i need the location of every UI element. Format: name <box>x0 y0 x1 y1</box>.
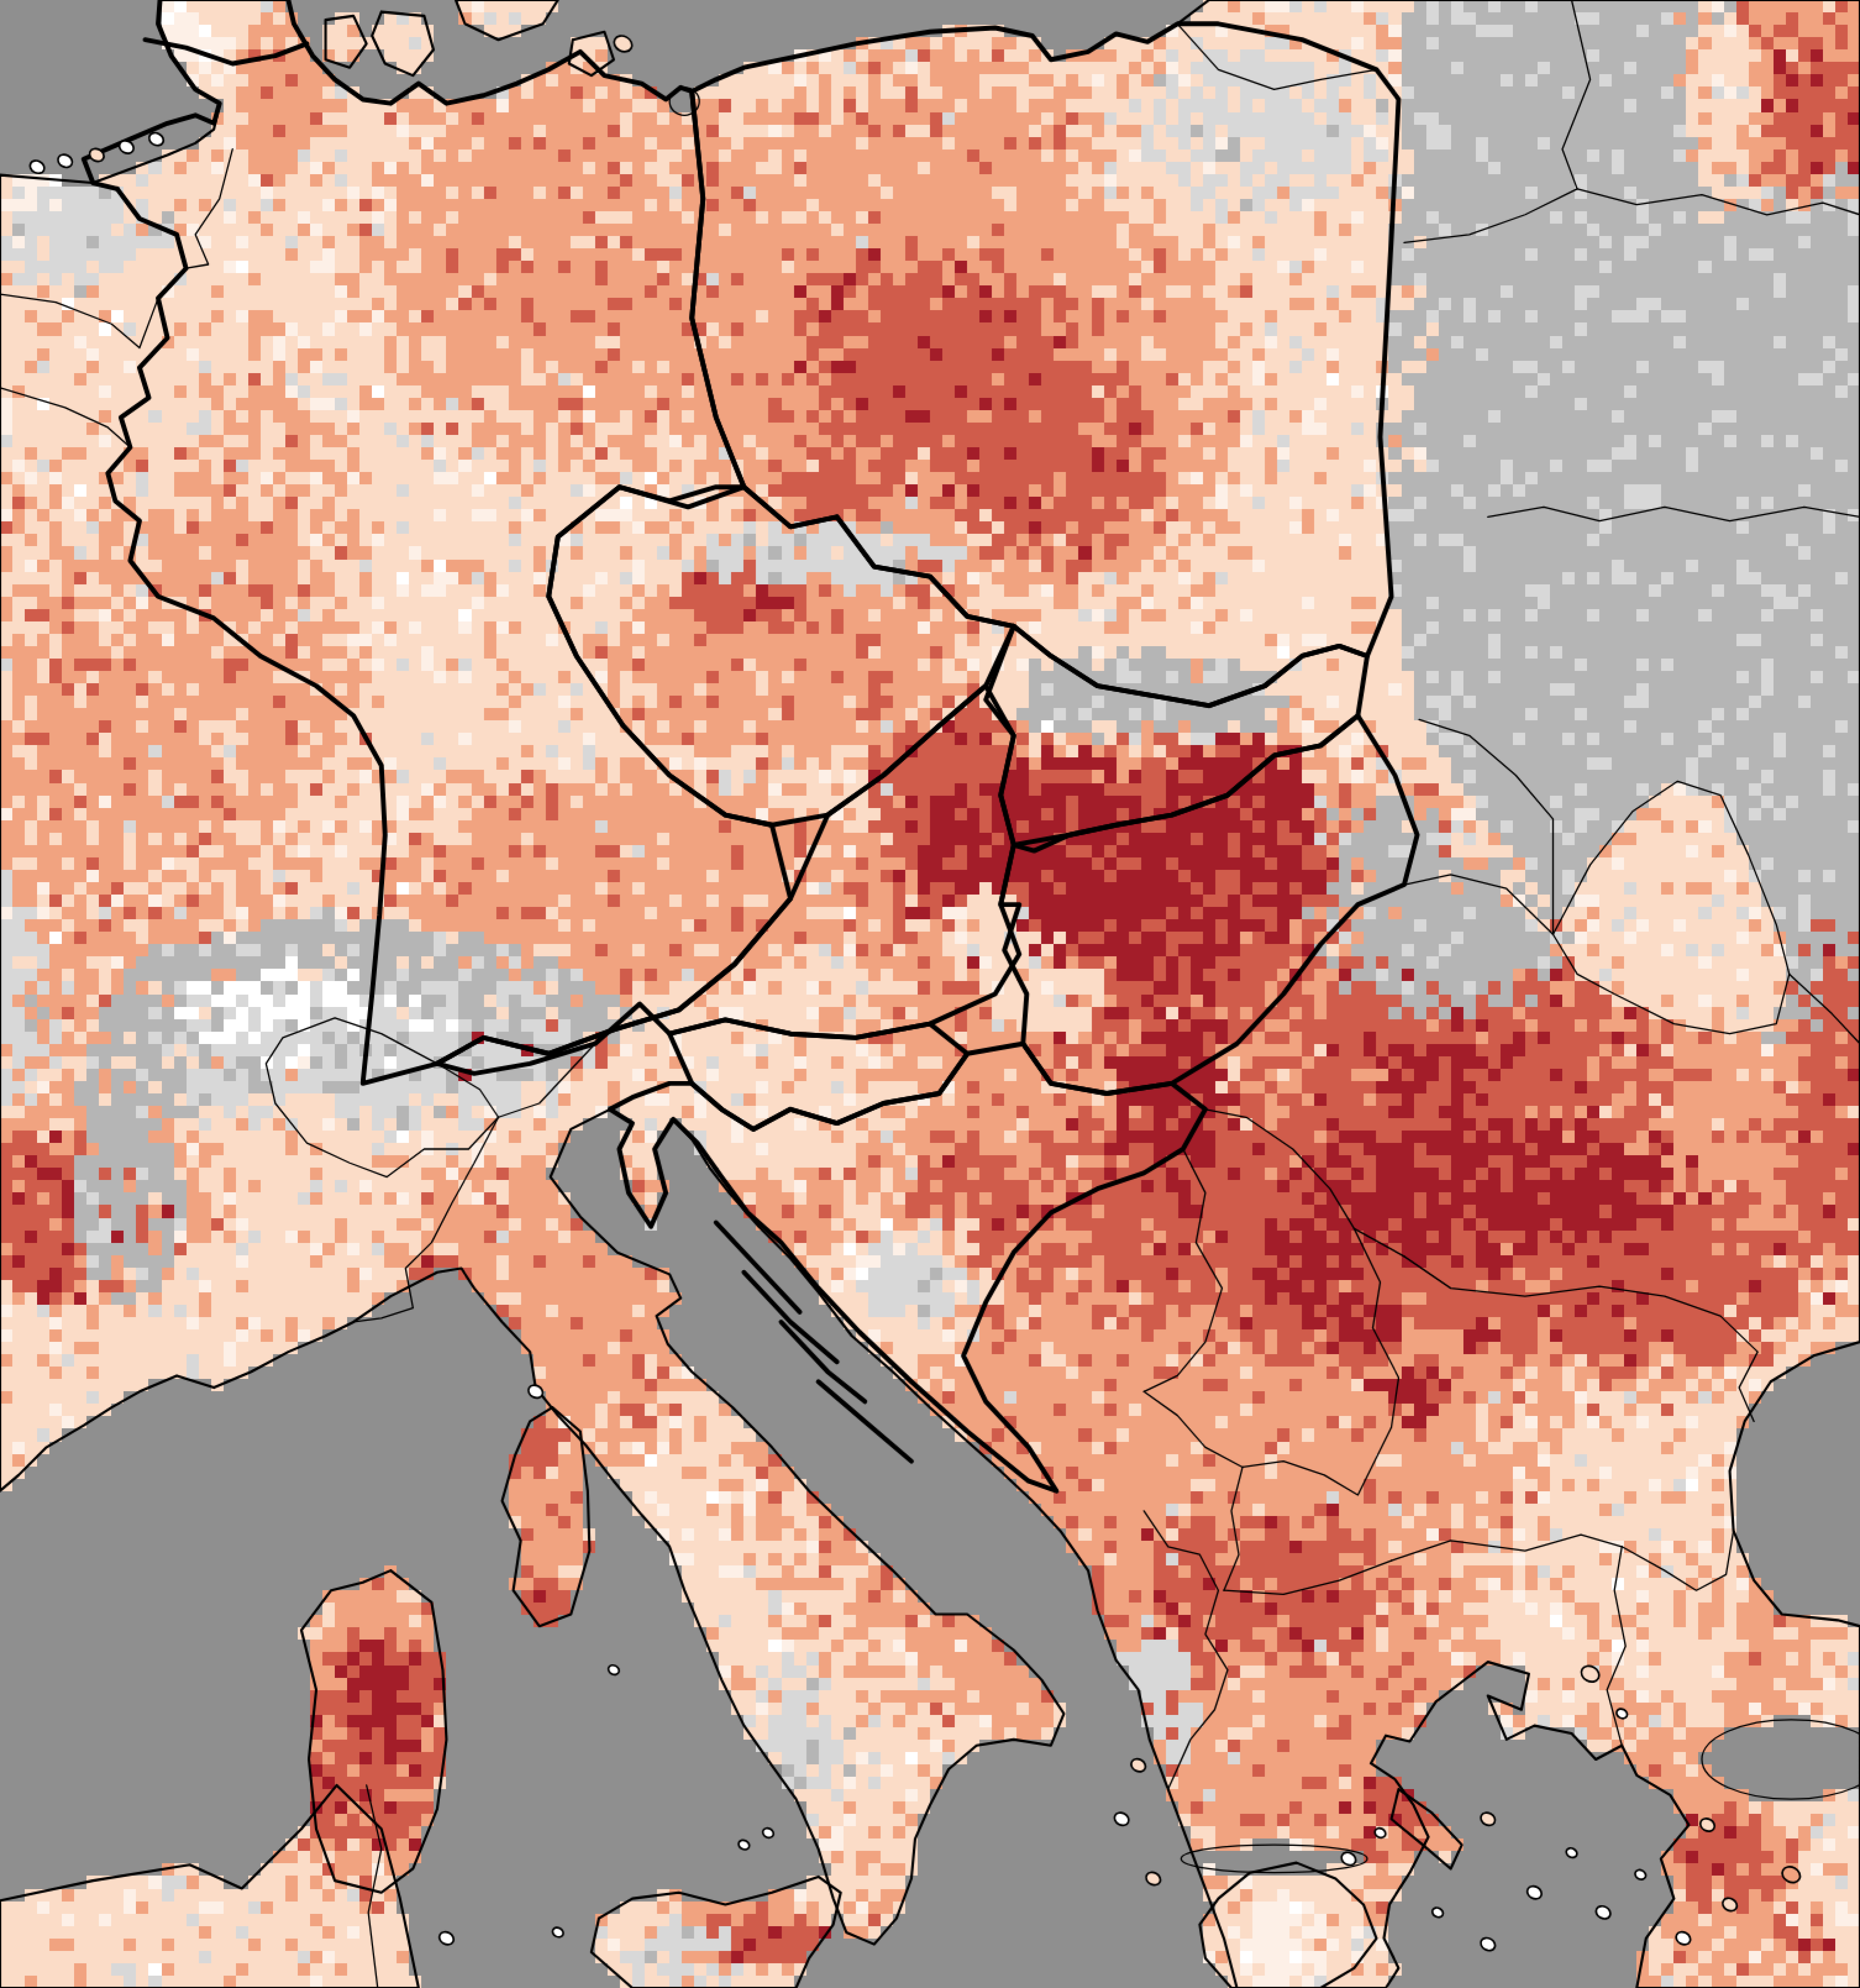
map-viewport <box>0 0 1860 1988</box>
choropleth-map-canvas <box>0 0 1860 1988</box>
